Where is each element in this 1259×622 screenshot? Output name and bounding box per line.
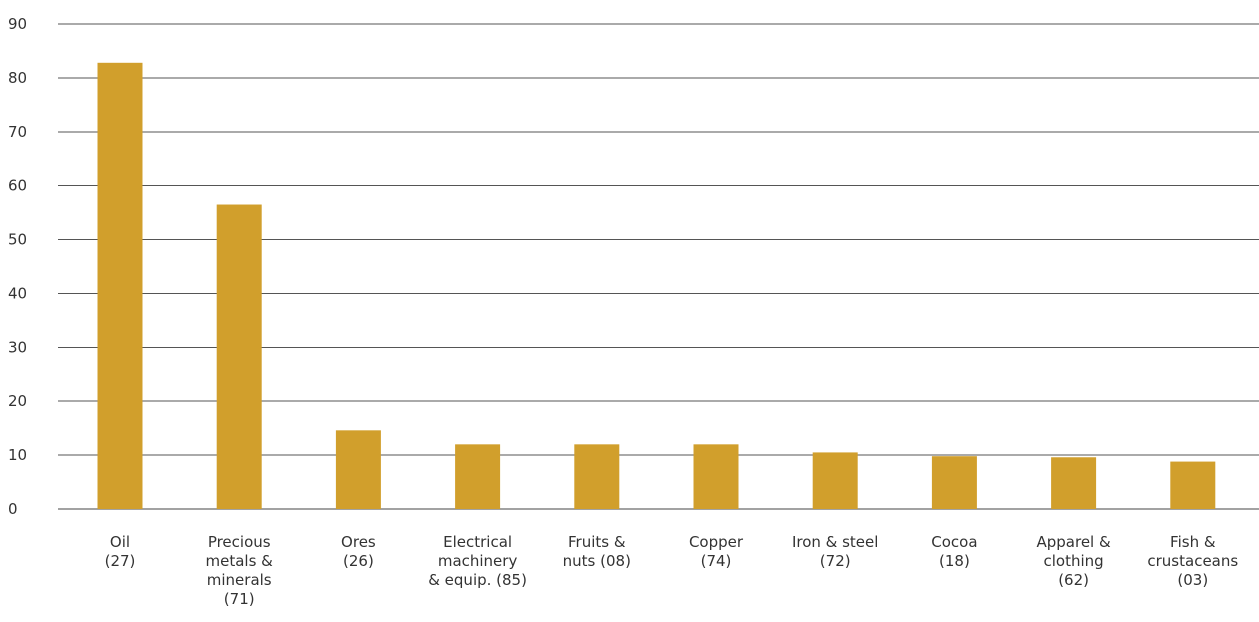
bar [98, 63, 143, 509]
x-tick-label: Copper (74) [689, 533, 744, 570]
y-tick-label: 40 [8, 284, 27, 302]
x-tick-label-line: Copper [689, 533, 744, 551]
x-tick-label: Oil (27) [105, 533, 136, 570]
bar [455, 444, 500, 509]
bar [694, 444, 739, 509]
bar [932, 456, 977, 509]
x-tick-label-line: (03) [1177, 571, 1208, 589]
x-tick-label-line: Cocoa [931, 533, 977, 551]
y-tick-label: 10 [8, 446, 27, 464]
x-tick-label-line: metals & [206, 552, 274, 570]
x-tick-label-line: (26) [343, 552, 374, 570]
x-axis-labels: Oil (27)Precious metals & minerals (71)Ores(… [105, 533, 1239, 608]
x-tick-label-line: Precious [208, 533, 271, 551]
x-tick-label-line: (72) [820, 552, 851, 570]
x-tick-label: Iron & steel (72) [792, 533, 879, 570]
x-tick-label: Ores (26) [341, 533, 376, 570]
x-tick-label: Apparel & clothing (62) [1036, 533, 1110, 589]
bar [336, 430, 381, 509]
bar [1051, 457, 1096, 509]
y-tick-label: 70 [8, 123, 27, 141]
x-tick-label-line: crustaceans [1147, 552, 1238, 570]
y-tick-label: 20 [8, 392, 27, 410]
x-tick-label-line: Iron & steel [792, 533, 879, 551]
x-tick-label-line: (27) [105, 552, 136, 570]
x-tick-label-line: (62) [1058, 571, 1089, 589]
x-tick-label: Electrical machinery & equip. (85) [428, 533, 527, 589]
x-tick-label-line: minerals [207, 571, 272, 589]
y-tick-label: 90 [8, 15, 27, 33]
x-tick-label: Precious metals & minerals (71) [206, 533, 274, 608]
y-tick-label: 80 [8, 69, 27, 87]
x-tick-label-line: Fish & [1170, 533, 1216, 551]
x-tick-label-line: Oil [110, 533, 130, 551]
y-tick-label: 50 [8, 231, 27, 249]
y-axis-ticks: 0 10 20 30 40 50 60 70 80 90 [8, 15, 27, 518]
bar [1170, 462, 1215, 509]
bar [574, 444, 619, 509]
x-tick-label-line: clothing [1044, 552, 1104, 570]
x-tick-label: Fish & crustaceans (03) [1147, 533, 1238, 589]
x-tick-label: Cocoa (18) [931, 533, 977, 570]
y-tick-label: 30 [8, 338, 27, 356]
x-tick-label-line: Fruits & [568, 533, 626, 551]
bar [813, 452, 858, 509]
x-tick-label: Fruits & nuts (08) [563, 533, 631, 570]
x-tick-label-line: machinery [438, 552, 518, 570]
x-tick-label-line: (18) [939, 552, 970, 570]
y-tick-label: 60 [8, 177, 27, 195]
x-tick-label-line: nuts (08) [563, 552, 631, 570]
x-tick-label-line: Electrical [443, 533, 512, 551]
x-tick-label-line: & equip. (85) [428, 571, 527, 589]
bars [98, 63, 1216, 509]
x-tick-label-line: Apparel & [1036, 533, 1110, 551]
x-tick-label-line: (71) [224, 590, 255, 608]
x-tick-label-line: (74) [701, 552, 732, 570]
bar [217, 205, 262, 509]
y-tick-label: 0 [8, 500, 18, 518]
x-tick-label-line: Ores [341, 533, 376, 551]
